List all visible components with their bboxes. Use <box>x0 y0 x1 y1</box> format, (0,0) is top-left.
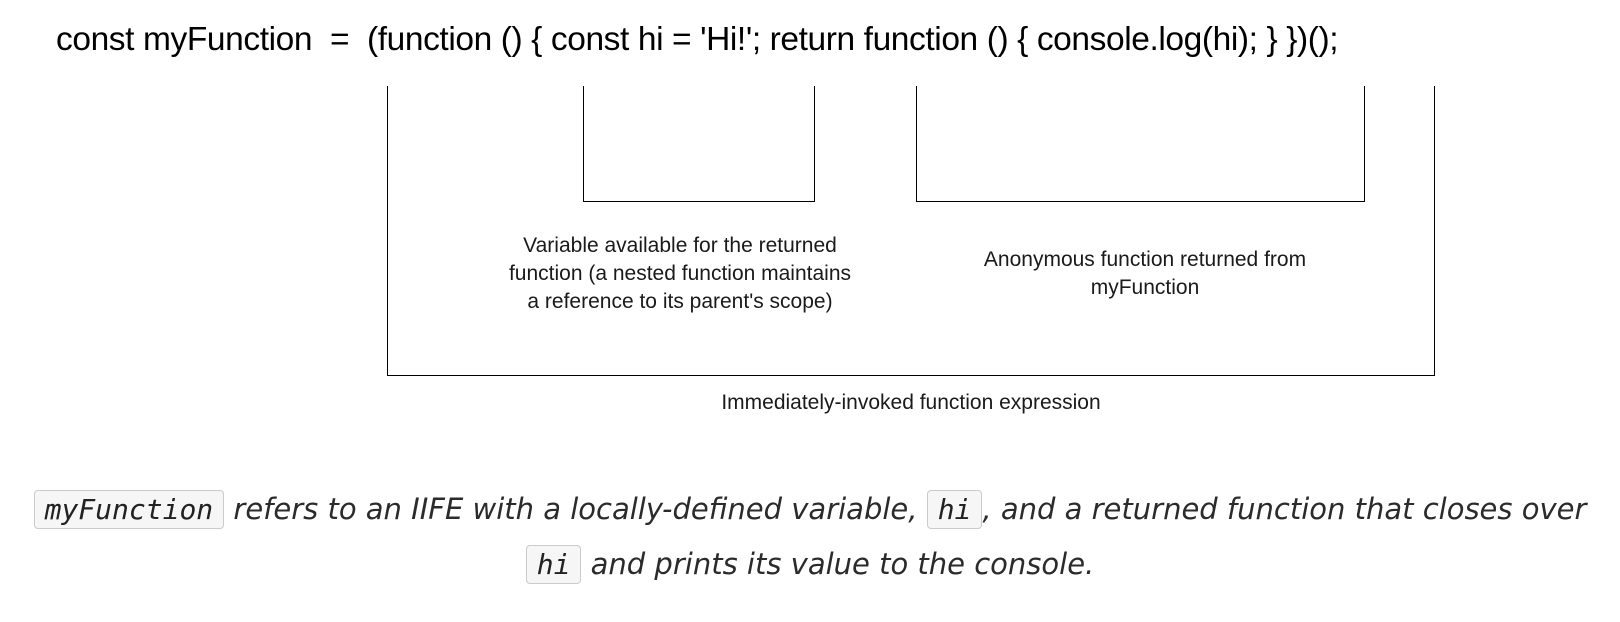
anonymous-function-label: Anonymous function returned from myFunct… <box>920 246 1370 302</box>
variable-label: Variable available for the returned func… <box>460 232 900 316</box>
variable-bracket <box>583 86 815 202</box>
iife-label: Immediately-invoked function expression <box>721 391 1101 414</box>
variable-label-line-2: function (a nested function maintains <box>508 262 852 285</box>
caption-code-hi: hi <box>926 490 983 529</box>
anonymous-label-line-2: myFunction <box>1090 276 1200 299</box>
code-expression: (function () { const hi = 'Hi!'; return … <box>366 21 1339 58</box>
caption-code-hi-2: hi <box>525 545 582 584</box>
anonymous-function-bracket <box>916 86 1365 202</box>
code-equals: = <box>329 21 350 58</box>
iife-bracket <box>387 86 1435 376</box>
caption-text-2: , and a returned function that closes ov… <box>982 492 1587 526</box>
caption-code-myfunction: myFunction <box>33 490 225 529</box>
code-statement: const myFunction = (function () { const … <box>56 18 1339 62</box>
variable-label-line-1: Variable available for the returned <box>523 234 837 257</box>
anonymous-label-line-1: Anonymous function returned from <box>983 248 1307 271</box>
variable-label-line-3: a reference to its parent's scope) <box>527 290 833 313</box>
iife-closure-diagram: const myFunction = (function () { const … <box>56 18 1435 414</box>
caption-text-1: refers to an IIFE with a locally-defined… <box>224 492 927 526</box>
caption-text-3: and prints its value to the console. <box>581 547 1095 581</box>
figure-caption: myFunction refers to an IIFE with a loca… <box>20 482 1600 592</box>
code-declaration: const myFunction <box>56 21 313 58</box>
